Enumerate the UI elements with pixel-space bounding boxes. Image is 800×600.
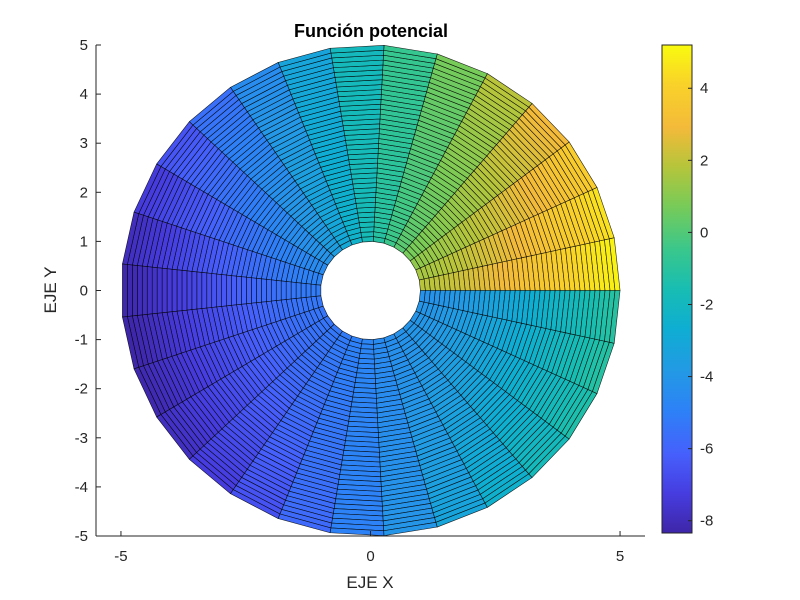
y-ticks: 5 4 3 2 1 0 -1 -2 -3 -4 -5 [75,37,101,545]
y-tick-label: -3 [75,430,88,447]
x-tick-label: -5 [114,548,127,565]
colorbar-tick-label: 2 [700,152,708,169]
surface-patch [206,272,213,309]
surface-patch [141,265,148,316]
surface-patch [221,274,227,307]
surface-patch [151,266,158,315]
chart-title: Función potencial [294,21,448,41]
colorbar-tick-label: -2 [700,296,713,313]
axes: 5 4 3 2 1 0 -1 -2 -3 -4 -5 -5 0 5 [75,37,645,565]
y-tick-label: -2 [75,381,88,398]
y-tick-label: -1 [75,332,88,349]
colorbar-ticks: 4 2 0 -2 -4 -6 -8 [688,80,713,530]
x-tick-label: 5 [616,548,624,565]
surface-patch [176,269,183,312]
surface-patch [196,271,203,310]
y-tick-label: 3 [80,135,88,152]
surface-patch [181,269,188,312]
y-tick-label: 1 [80,233,88,250]
colorbar-tick-label: -4 [700,369,713,386]
y-tick-label: 0 [80,283,88,300]
surface-patch [315,284,322,297]
colorbar-gradient [661,44,693,534]
surface-patch [156,267,163,314]
surface-patch [266,279,272,302]
surface-patch [275,280,282,301]
surface-patch [609,290,621,344]
surface-patch [161,267,168,314]
surface-patch [295,282,302,299]
surface-patch [290,281,297,300]
potential-surface [122,45,621,536]
surface-patch [300,282,307,299]
surface-patch [305,283,312,298]
surface-patch [241,276,247,305]
colorbar-tick-label: -8 [700,513,713,530]
surface-patch [122,263,128,318]
y-tick-label: 5 [80,37,88,54]
surface-patch [127,264,133,317]
surface-patch [256,277,262,304]
surface-patch [146,266,153,315]
surface-patch [132,264,138,317]
x-ticks: -5 0 5 [114,531,624,565]
surface-patch [270,279,277,302]
x-axis-label: EJE X [346,573,393,592]
surface-patch [226,274,232,307]
y-tick-label: 4 [80,86,88,103]
surface-patch [216,273,222,308]
surface-patch [251,277,257,304]
colorbar-tick-label: 4 [700,80,708,97]
surface-patch [171,268,178,313]
colorbar: 4 2 0 -2 -4 -6 -8 [661,44,713,534]
surface-patch [201,272,208,309]
surface-patch [310,283,317,298]
surface-patch [191,271,198,310]
surface-patch [211,273,217,308]
surface-patch [280,280,287,301]
y-axis-label: EJE Y [41,267,60,314]
surface-patch [166,268,173,313]
surface-patch [261,278,267,303]
y-tick-label: -5 [75,528,88,545]
surface-patch [285,281,292,300]
y-tick-label: 2 [80,184,88,201]
colorbar-tick-label: 0 [700,224,708,241]
surface-patch [246,276,252,305]
surface-patch [186,270,193,311]
y-tick-label: -4 [75,479,88,496]
surface-patch [231,275,237,306]
colorbar-tick-label: -6 [700,441,713,458]
surface-patch [137,265,143,316]
x-tick-label: 0 [366,548,374,565]
surface-patch [236,275,242,306]
